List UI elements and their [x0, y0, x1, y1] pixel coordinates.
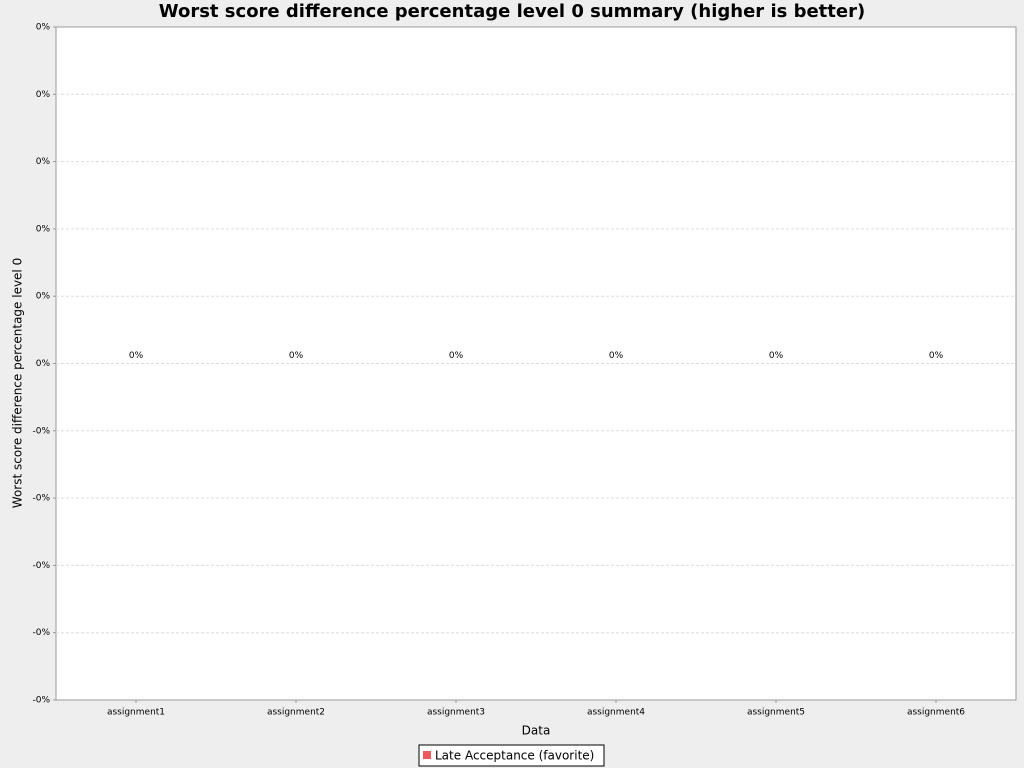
- legend-label: Late Acceptance (favorite): [435, 749, 594, 763]
- y-tick-label: -0%: [32, 426, 50, 436]
- y-tick-label: 0%: [36, 90, 51, 100]
- x-tick-label: assignment5: [747, 708, 805, 718]
- y-tick-label: -0%: [32, 494, 50, 504]
- y-tick-label: -0%: [32, 561, 50, 571]
- y-tick-label: 0%: [36, 359, 51, 369]
- x-tick-label: assignment6: [907, 708, 965, 718]
- legend-swatch: [423, 751, 431, 759]
- data-label: 0%: [609, 351, 624, 361]
- y-tick-label: 0%: [36, 224, 51, 234]
- y-tick-label: 0%: [36, 157, 51, 167]
- data-label: 0%: [289, 351, 304, 361]
- y-tick-label: 0%: [36, 23, 51, 33]
- x-tick-label: assignment4: [587, 708, 645, 718]
- chart-title: Worst score difference percentage level …: [159, 1, 865, 22]
- y-axis-label: Worst score difference percentage level …: [11, 258, 25, 508]
- y-tick-label: -0%: [32, 628, 50, 638]
- data-label: 0%: [929, 351, 944, 361]
- x-tick-label: assignment2: [267, 708, 325, 718]
- x-axis-label: Data: [522, 724, 551, 738]
- data-label: 0%: [769, 351, 784, 361]
- legend-box: [418, 744, 605, 767]
- x-tick-label: assignment1: [107, 708, 165, 718]
- y-tick-label: -0%: [32, 696, 50, 706]
- y-tick-label: 0%: [36, 292, 51, 302]
- data-label: 0%: [129, 351, 144, 361]
- x-tick-label: assignment3: [427, 708, 485, 718]
- data-label: 0%: [449, 351, 464, 361]
